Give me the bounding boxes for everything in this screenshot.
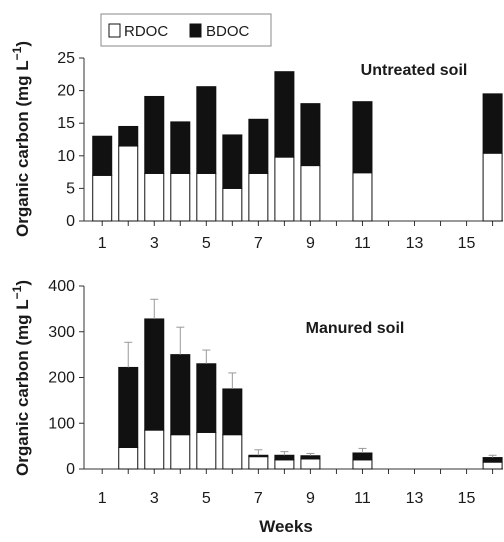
y-tick-label: 100 — [48, 415, 75, 432]
bar-bdoc — [300, 455, 321, 460]
x-tick-label: 5 — [202, 235, 211, 252]
y-tick-label: 400 — [48, 278, 75, 295]
x-axis-label: Weeks — [259, 517, 313, 536]
legend-label-bdoc: BDOC — [206, 23, 250, 40]
x-tick-label: 13 — [406, 490, 424, 507]
panel-annotation: Manured soil — [306, 320, 405, 337]
y-tick-label: 5 — [66, 180, 75, 197]
x-tick-label: 13 — [406, 235, 424, 252]
y-tick-label: 0 — [66, 213, 75, 230]
y-tick-label: 300 — [48, 324, 75, 341]
bar-bdoc — [92, 135, 113, 176]
bar-bdoc — [170, 121, 191, 174]
y-tick-label: 200 — [48, 370, 75, 387]
x-tick-label: 3 — [150, 490, 159, 507]
y-axis-label: Organic carbon (mg L−1) — [10, 41, 32, 237]
legend: RDOC BDOC — [100, 13, 272, 47]
legend-frame — [100, 13, 272, 47]
y-tick-label: 20 — [57, 83, 75, 100]
bar-bdoc — [352, 101, 373, 174]
bar-rdoc — [222, 434, 243, 470]
y-tick-label: 15 — [57, 115, 75, 132]
bar-bdoc — [144, 95, 165, 174]
x-tick-label: 11 — [354, 235, 371, 252]
bar-bdoc — [144, 318, 165, 431]
bar-bdoc — [300, 103, 321, 167]
bar-rdoc — [222, 187, 243, 222]
legend-swatch-bdoc — [189, 23, 202, 38]
bar-bdoc — [118, 125, 139, 147]
bar-bdoc — [118, 366, 139, 448]
y-tick-label: 0 — [66, 461, 75, 478]
x-tick-label: 1 — [98, 235, 107, 252]
bar-bdoc — [170, 354, 191, 436]
bar-rdoc — [248, 456, 269, 470]
x-tick-label: 9 — [306, 235, 315, 252]
x-tick-label: 7 — [254, 235, 263, 252]
bar-bdoc — [248, 454, 269, 458]
x-tick-label: 9 — [306, 490, 315, 507]
x-tick-label: 11 — [354, 490, 371, 507]
bar-rdoc — [300, 165, 321, 222]
bar-rdoc — [196, 431, 217, 470]
bar-rdoc — [144, 429, 165, 470]
bar-bdoc — [482, 93, 503, 154]
x-tick-label: 3 — [150, 235, 159, 252]
x-tick-label: 1 — [98, 490, 107, 507]
y-tick-label: 10 — [57, 148, 75, 165]
bar-rdoc — [482, 152, 503, 222]
y-axis-label: Organic carbon (mg L−1) — [10, 280, 32, 476]
bar-bdoc — [222, 388, 243, 436]
bar-rdoc — [170, 172, 191, 222]
bar-bdoc — [482, 457, 503, 463]
bar-rdoc — [274, 459, 295, 470]
legend-label-rdoc: RDOC — [124, 23, 168, 40]
bar-bdoc — [352, 452, 373, 461]
y-tick-label: 25 — [57, 50, 75, 67]
panel-annotation: Untreated soil — [361, 62, 468, 79]
bar-bdoc — [196, 363, 217, 433]
x-tick-label: 15 — [458, 235, 476, 252]
bar-bdoc — [222, 134, 243, 189]
bar-rdoc — [196, 172, 217, 222]
bar-bdoc — [274, 71, 295, 158]
bar-rdoc — [352, 172, 373, 222]
bar-rdoc — [482, 461, 503, 470]
bar-rdoc — [92, 174, 113, 222]
bar-rdoc — [170, 434, 191, 470]
bar-rdoc — [248, 172, 269, 222]
legend-swatch-rdoc — [108, 23, 121, 38]
bar-bdoc — [196, 86, 217, 174]
bar-rdoc — [300, 458, 321, 470]
bar-rdoc — [118, 145, 139, 222]
bar-bdoc — [274, 454, 295, 461]
bar-rdoc — [144, 172, 165, 222]
bar-rdoc — [352, 459, 373, 470]
bar-bdoc — [248, 118, 269, 174]
x-tick-label: 15 — [458, 490, 476, 507]
x-tick-label: 5 — [202, 490, 211, 507]
x-tick-label: 7 — [254, 490, 263, 507]
bar-rdoc — [118, 446, 139, 470]
bar-rdoc — [274, 156, 295, 222]
